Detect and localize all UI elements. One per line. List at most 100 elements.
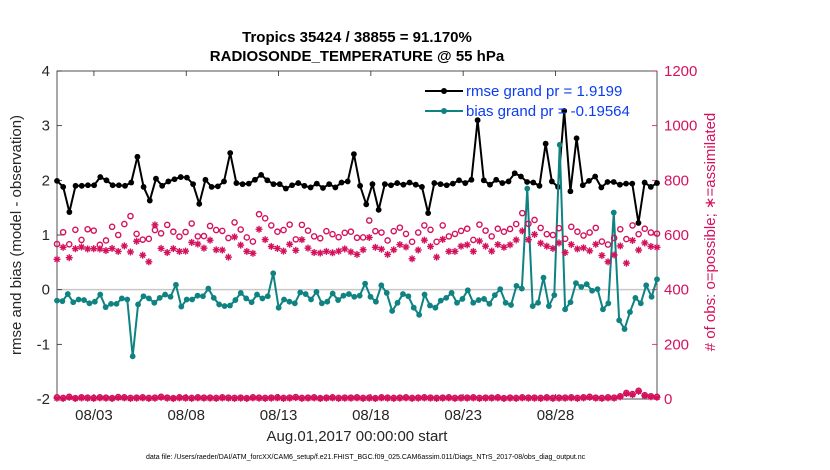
asterisk-stroke: [60, 395, 67, 402]
x-tick-label: 08/08: [167, 407, 205, 424]
asterisk-stroke: [335, 248, 342, 255]
asterisk-stroke: [611, 395, 618, 402]
data-point: [322, 394, 330, 402]
data-point: [280, 394, 288, 402]
asterisk-stroke: [84, 395, 91, 402]
asterisk-stroke: [152, 395, 158, 402]
data-point: [367, 293, 374, 300]
data-point: [604, 241, 612, 248]
data-point: [126, 248, 134, 256]
asterisk-stroke: [507, 395, 514, 402]
data-point: [77, 243, 85, 251]
data-point: [71, 245, 79, 253]
data-point: [237, 394, 245, 402]
data-point: [182, 394, 190, 402]
asterisk-stroke: [562, 395, 569, 402]
data-point: [114, 231, 122, 239]
data-point: [109, 182, 116, 189]
asterisk-stroke: [482, 243, 489, 250]
data-point: [345, 291, 352, 297]
asterisk-stroke: [317, 395, 324, 402]
data-point: [338, 179, 345, 186]
data-point: [270, 181, 277, 188]
data-point: [86, 300, 93, 307]
asterisk-stroke: [249, 394, 256, 401]
asterisk-stroke: [329, 394, 336, 401]
data-point: [122, 182, 128, 189]
asterisk-stroke: [182, 248, 189, 255]
data-point: [146, 197, 153, 204]
data-point: [347, 394, 355, 402]
data-point: [286, 240, 294, 248]
data-point: [384, 237, 391, 244]
asterisk-stroke: [103, 395, 109, 402]
asterisk-stroke: [372, 244, 379, 251]
data-point: [420, 236, 428, 244]
data-point: [308, 296, 314, 303]
data-point: [232, 297, 239, 303]
data-point: [96, 394, 104, 402]
asterisk-stroke: [243, 395, 250, 402]
asterisk-stroke: [513, 395, 520, 402]
data-point: [85, 182, 91, 189]
asterisk-stroke: [286, 241, 293, 248]
asterisk-stroke: [145, 395, 152, 402]
data-point: [72, 226, 79, 234]
data-point: [359, 394, 367, 402]
asterisk-stroke: [90, 395, 97, 402]
asterisk-stroke: [200, 395, 207, 402]
asterisk-stroke: [54, 256, 60, 263]
asterisk-stroke: [262, 236, 269, 243]
asterisk-stroke: [329, 249, 336, 256]
data-point: [221, 178, 227, 185]
data-point: [200, 293, 206, 300]
data-point: [408, 255, 416, 263]
data-point: [66, 209, 73, 215]
data-point: [108, 300, 114, 307]
asterisk-stroke: [586, 394, 593, 401]
data-point: [139, 251, 147, 259]
data-point: [270, 270, 277, 277]
asterisk-stroke: [409, 395, 416, 402]
data-point: [165, 178, 172, 185]
data-point: [77, 394, 85, 402]
data-point: [249, 238, 257, 245]
data-point: [255, 225, 263, 233]
data-point: [433, 394, 441, 402]
data-point: [567, 188, 574, 195]
data-point: [616, 181, 623, 188]
data-point: [316, 234, 324, 242]
data-point: [594, 286, 601, 293]
asterisk-stroke: [158, 245, 165, 252]
data-point: [598, 252, 606, 259]
data-point: [518, 285, 525, 292]
series-1: [54, 141, 660, 360]
asterisk-stroke: [531, 395, 538, 402]
data-point: [445, 247, 453, 255]
data-point: [637, 300, 644, 307]
data-point: [135, 301, 141, 308]
data-point: [622, 390, 630, 398]
data-point: [276, 181, 283, 188]
data-point: [351, 293, 358, 300]
data-point: [102, 237, 110, 244]
data-point: [500, 243, 508, 251]
asterisk-stroke: [219, 394, 226, 401]
asterisk-stroke: [200, 245, 207, 252]
asterisk-stroke: [494, 394, 501, 401]
data-point: [295, 180, 302, 186]
asterisk-stroke: [54, 395, 60, 402]
data-point: [102, 247, 110, 255]
data-point: [502, 299, 509, 306]
data-point: [173, 281, 179, 288]
data-point: [206, 222, 214, 230]
asterisk-stroke: [403, 394, 409, 401]
data-point: [292, 246, 300, 254]
asterisk-stroke: [629, 391, 636, 398]
data-point: [218, 246, 226, 254]
data-point: [562, 306, 569, 313]
data-point: [531, 230, 539, 238]
asterisk-stroke: [72, 395, 79, 402]
data-point: [114, 394, 122, 402]
data-point: [59, 298, 66, 305]
